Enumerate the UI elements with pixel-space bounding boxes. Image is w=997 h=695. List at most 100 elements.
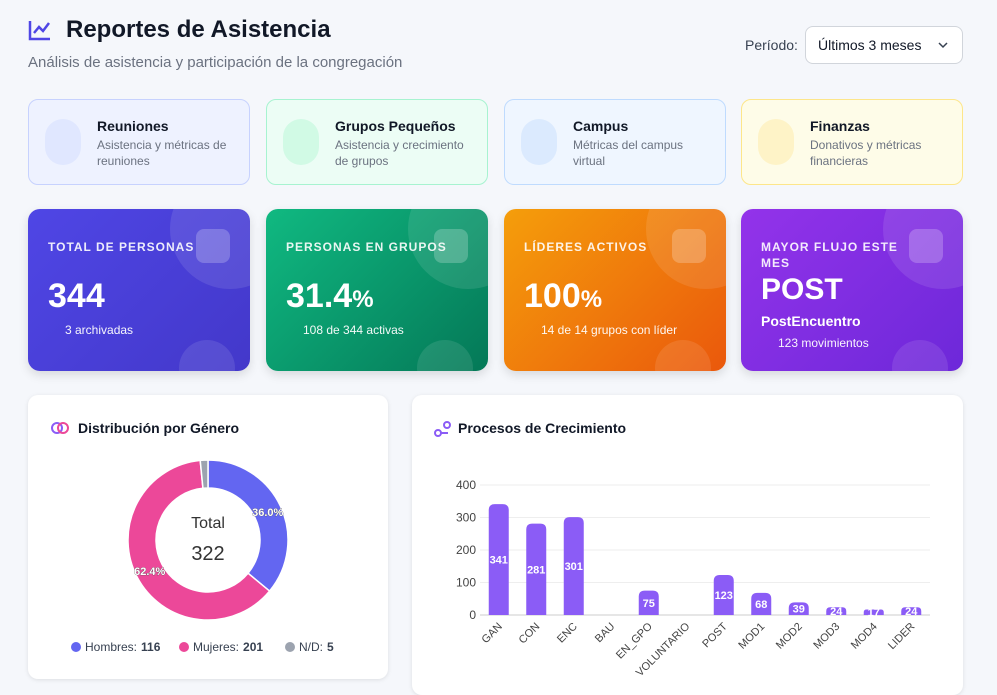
nav-card[interactable]: Campus Métricas del campus virtual: [504, 99, 726, 185]
y-tick-label: 0: [469, 608, 476, 622]
bar-value-label: 123: [715, 590, 733, 602]
nav-description: Asistencia y crecimiento de grupos: [335, 138, 464, 168]
bar: [526, 523, 547, 615]
bar: [563, 517, 584, 615]
bar-value-label: 75: [643, 598, 655, 610]
nav-icon: [521, 119, 557, 165]
slice-label: 36.0%: [252, 507, 283, 519]
legend-label: N/D:: [299, 640, 323, 654]
legend-entry: N/D: 5: [299, 640, 334, 654]
y-tick-label: 100: [456, 576, 476, 590]
period-label: Período:: [745, 37, 798, 53]
stat-unit: %: [580, 286, 603, 313]
gender-icon: [51, 422, 69, 434]
bar-value-label: 301: [565, 561, 583, 573]
stat-number: 100: [524, 277, 581, 315]
x-tick-label: MOD2: [774, 621, 805, 652]
bar-value-label: 341: [490, 555, 508, 567]
chevron: [938, 42, 948, 49]
nav-card[interactable]: Reuniones Asistencia y métricas de reunio…: [28, 99, 250, 185]
stat-label: LÍDERES ACTIVOS: [524, 240, 648, 254]
legend-dot: [71, 642, 81, 652]
growth-card: Procesos de Crecimiento 0 100 200 300 400 GAN…: [412, 395, 963, 695]
y-tick-label: 400: [456, 478, 476, 492]
bar-chart: 0100200300400GAN341CON281ENC301BAUEN_GPO…: [456, 478, 930, 679]
legend-entry: Mujeres: 201: [193, 640, 263, 654]
legend-value: 5: [327, 640, 334, 654]
stat-icon: [909, 229, 943, 263]
nav-description: Asistencia y métricas de reuniones: [97, 138, 227, 168]
nav-title: Reuniones: [97, 118, 169, 134]
donut-total: 322: [191, 543, 224, 565]
bar-value-label: 24: [905, 606, 918, 618]
nav-icon: [45, 119, 81, 165]
x-tick-label: LIDER: [886, 621, 917, 652]
bar-value-label: 17: [868, 607, 880, 619]
nav-card[interactable]: Grupos Pequeños Asistencia y crecimiento …: [266, 99, 488, 185]
bar: [713, 575, 734, 615]
stat-value: 344: [48, 277, 105, 315]
stat-label: PERSONAS EN GRUPOS: [286, 240, 447, 254]
legend-value: 201: [243, 640, 263, 654]
donut-slice: [207, 459, 289, 593]
nav-title: Grupos Pequeños: [335, 118, 456, 134]
nav-icon: [758, 119, 794, 165]
slice-label: 62.4%: [134, 566, 165, 578]
stat-value: POST: [761, 273, 843, 306]
bar-value-label: 39: [793, 604, 805, 616]
nav-card[interactable]: Finanzas Donativos y métricas financieras: [741, 99, 963, 185]
page-subtitle: Análisis de asistencia y participación d…: [28, 54, 403, 71]
gender-card: Distribución por Género 36.0% 62.4% Total 3…: [28, 395, 388, 679]
stat-number: 31.4: [286, 277, 353, 315]
legend-label: Hombres:: [85, 640, 137, 654]
x-tick-label: MOD4: [849, 621, 880, 652]
bar: [638, 590, 659, 615]
stat-label: MAYOR FLUJO ESTE MES: [761, 240, 898, 270]
stat-icon: [196, 229, 230, 263]
stat-note: 123 movimientos: [778, 336, 869, 350]
x-tick-label: POST: [700, 620, 730, 650]
x-tick-label: MOD3: [811, 621, 842, 652]
stat-icon: [672, 229, 706, 263]
stat-card: MAYOR FLUJO ESTE MES POST PostEncuentro 123…: [741, 209, 963, 371]
legend-dot: [179, 642, 189, 652]
legend-entry: Hombres: 116: [85, 640, 161, 654]
stat-note: 3 archivadas: [65, 323, 134, 337]
y-tick-label: 300: [456, 511, 476, 525]
stat-icon: [434, 229, 468, 263]
stat-value: 31.4%: [286, 277, 374, 316]
x-tick-label: BAU: [593, 621, 618, 646]
legend-label: Mujeres:: [193, 640, 239, 654]
bar-value-label: 281: [527, 564, 545, 576]
card-title: Procesos de Crecimiento: [458, 420, 627, 436]
donut-slice: [127, 459, 271, 621]
bar: [863, 609, 884, 615]
header-icon: [28, 21, 50, 41]
legend-value: 116: [141, 640, 161, 654]
legend-dot: [285, 642, 295, 652]
period-select[interactable]: Últimos 3 meses: [805, 26, 963, 64]
stat-detail: PostEncuentro: [761, 313, 861, 329]
bar: [488, 504, 509, 615]
nav-title: Finanzas: [810, 118, 870, 134]
stat-label: TOTAL DE PERSONAS: [48, 240, 195, 254]
nav-title: Campus: [573, 118, 629, 134]
page-title: Reportes de Asistencia: [66, 16, 331, 43]
bar: [901, 607, 922, 615]
y-tick-label: 200: [456, 543, 476, 557]
donut-slice: [199, 459, 209, 490]
bar-value-label: 68: [755, 599, 767, 611]
x-tick-label: MOD1: [736, 621, 767, 652]
nav-description: Donativos y métricas financieras: [810, 138, 922, 168]
stat-note: 108 de 344 activas: [303, 323, 404, 337]
stat-card: PERSONAS EN GRUPOS 31.4% 108 de 344 activa…: [266, 209, 488, 371]
donut-chart: 36.0% 62.4% Total 322 Hombres: 116 Mujeres: 201…: [71, 459, 334, 654]
stat-card: LÍDERES ACTIVOS 100% 14 de 14 grupos con l…: [504, 209, 726, 371]
growth-icon: [434, 421, 451, 437]
bar: [826, 607, 847, 615]
bar-value-label: 24: [830, 606, 843, 618]
x-tick-label: GAN: [480, 621, 505, 646]
period-value: Últimos 3 meses: [818, 37, 922, 53]
